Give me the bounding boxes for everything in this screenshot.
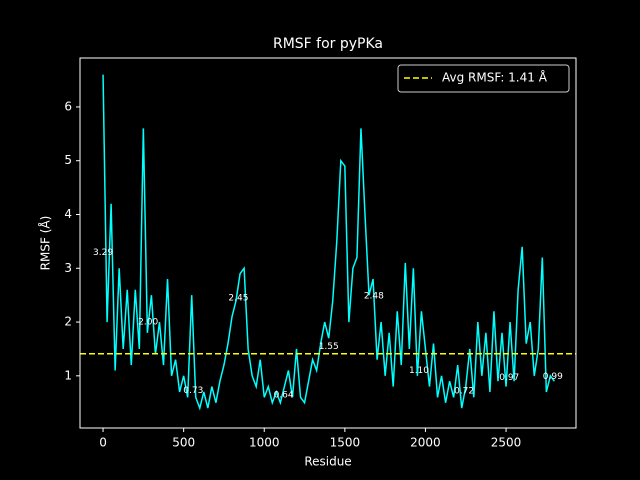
x-tick-label: 1500 bbox=[330, 436, 361, 450]
segment-average-label: 1.10 bbox=[409, 366, 429, 376]
segment-average-label: 3.29 bbox=[93, 248, 113, 258]
y-tick-label: 2 bbox=[64, 315, 72, 329]
y-axis-label: RMSF (Å) bbox=[38, 216, 53, 271]
y-tick-label: 6 bbox=[64, 99, 72, 113]
y-tick-label: 5 bbox=[64, 153, 72, 167]
legend-label: Avg RMSF: 1.41 Å bbox=[442, 70, 548, 85]
segment-average-label: 2.48 bbox=[364, 292, 384, 302]
legend-box bbox=[397, 64, 570, 93]
x-tick-label: 2500 bbox=[491, 436, 522, 450]
segment-average-label: 2.45 bbox=[228, 293, 248, 303]
segment-average-label: 0.64 bbox=[274, 391, 294, 401]
segment-average-label: 0.73 bbox=[183, 386, 203, 396]
x-tick-label: 1000 bbox=[249, 436, 280, 450]
segment-average-label: 0.72 bbox=[454, 386, 474, 396]
x-axis-label: Residue bbox=[304, 455, 351, 469]
y-tick-label: 4 bbox=[64, 207, 72, 221]
x-tick-label: 2000 bbox=[410, 436, 441, 450]
x-tick-label: 0 bbox=[99, 436, 107, 450]
plot-frame bbox=[79, 57, 577, 429]
segment-average-label: 0.97 bbox=[499, 373, 519, 383]
y-tick-label: 1 bbox=[64, 368, 72, 382]
y-tick-label: 3 bbox=[64, 261, 72, 275]
segment-average-label: 0.99 bbox=[543, 372, 563, 382]
x-tick-label: 500 bbox=[172, 436, 195, 450]
chart-title: RMSF for pyPKa bbox=[273, 36, 383, 52]
segment-average-label: 2.00 bbox=[138, 318, 158, 328]
data-line bbox=[102, 74, 556, 411]
segment-average-label: 1.55 bbox=[319, 342, 339, 352]
